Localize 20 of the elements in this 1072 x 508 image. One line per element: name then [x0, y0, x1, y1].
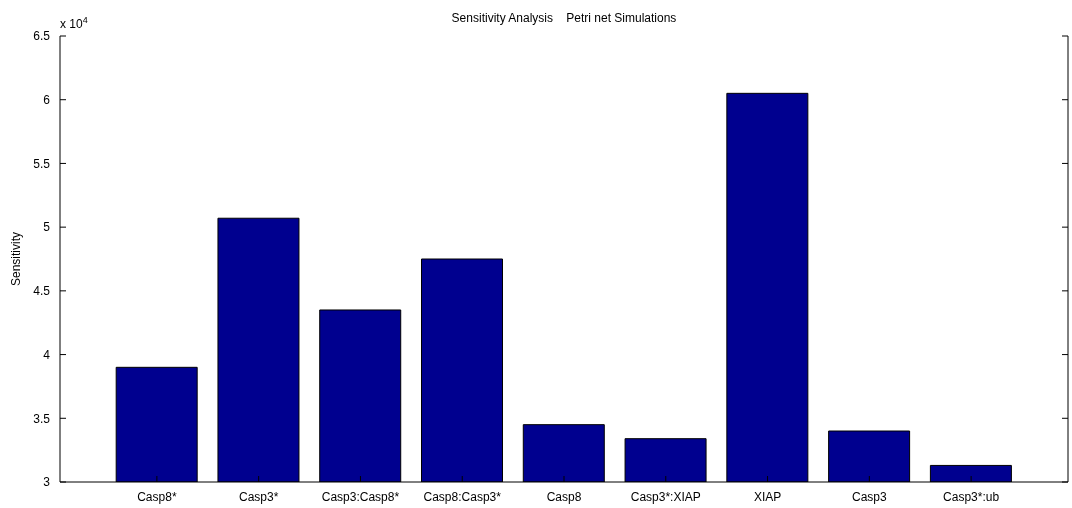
- x-tick-label: Casp3: [851, 489, 887, 504]
- y-tick-label: 5.5: [33, 156, 51, 171]
- y-tick-label: 4: [43, 347, 51, 362]
- x-tick-label: Casp8*: [137, 489, 177, 504]
- chart-title: Sensitivity Analysis Petri net Simulations: [451, 11, 677, 25]
- x-tick-label: Casp3*: [238, 489, 279, 504]
- y-tick-label: 5: [43, 220, 51, 235]
- x-tick-label: Casp3:Casp8*: [321, 489, 400, 504]
- y-axis-title: Sensitivity: [9, 231, 23, 287]
- text: x 10$^{4}$: [60, 15, 88, 31]
- y-tick-label: 6: [43, 92, 51, 107]
- y-tick-label: 3: [43, 475, 51, 490]
- y-tick-label: 6.5: [33, 29, 51, 44]
- x-tick-label: XIAP: [753, 489, 782, 504]
- x-tick-label: Casp8:Casp3*: [423, 489, 502, 504]
- x-tick-label: Casp8: [546, 489, 582, 504]
- y-tick-label: 4.5: [33, 284, 51, 299]
- x-tick-label: Casp3*:XIAP: [630, 489, 701, 504]
- x-tick-label: Casp3*:ub: [943, 489, 1000, 504]
- y-tick-label: 3.5: [33, 411, 51, 426]
